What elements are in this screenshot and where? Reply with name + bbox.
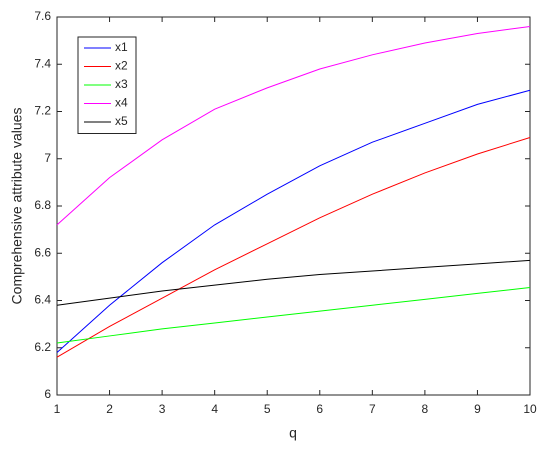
y-tick-label: 7	[44, 151, 51, 165]
x-tick-label: 2	[106, 402, 113, 416]
y-tick-label: 7.6	[34, 9, 51, 23]
y-tick-label: 6.8	[34, 198, 51, 212]
legend-label: x2	[115, 59, 128, 73]
x-tick-label: 9	[474, 402, 481, 416]
x-tick-label: 1	[54, 402, 61, 416]
legend-label: x3	[115, 77, 128, 91]
series-line	[56, 137, 531, 358]
y-tick-label: 7.4	[34, 56, 51, 70]
x-tick-label: 6	[316, 402, 323, 416]
plot-frame	[56, 16, 531, 396]
x-tick-label: 10	[523, 402, 537, 416]
y-tick-label: 6.4	[34, 293, 51, 307]
series-line	[56, 287, 531, 344]
y-tick-label: 6.6	[34, 245, 51, 259]
series-line	[56, 25, 531, 226]
x-tick-label: 8	[422, 402, 429, 416]
legend-label: x4	[115, 96, 128, 110]
y-tick-label: 7.2	[34, 104, 51, 118]
series-line	[56, 89, 531, 353]
x-tick-label: 5	[264, 402, 271, 416]
x-tick-label: 4	[211, 402, 218, 416]
legend-label: x5	[115, 114, 128, 128]
y-axis-label: Comprehensive attribute values	[9, 108, 25, 305]
legend-label: x1	[115, 40, 128, 54]
series-line	[56, 259, 531, 306]
y-tick-label: 6.2	[34, 340, 51, 354]
x-axis-label: q	[289, 425, 297, 441]
y-tick-label: 6	[44, 387, 51, 401]
x-tick-label: 3	[159, 402, 166, 416]
x-tick-label: 7	[369, 402, 376, 416]
